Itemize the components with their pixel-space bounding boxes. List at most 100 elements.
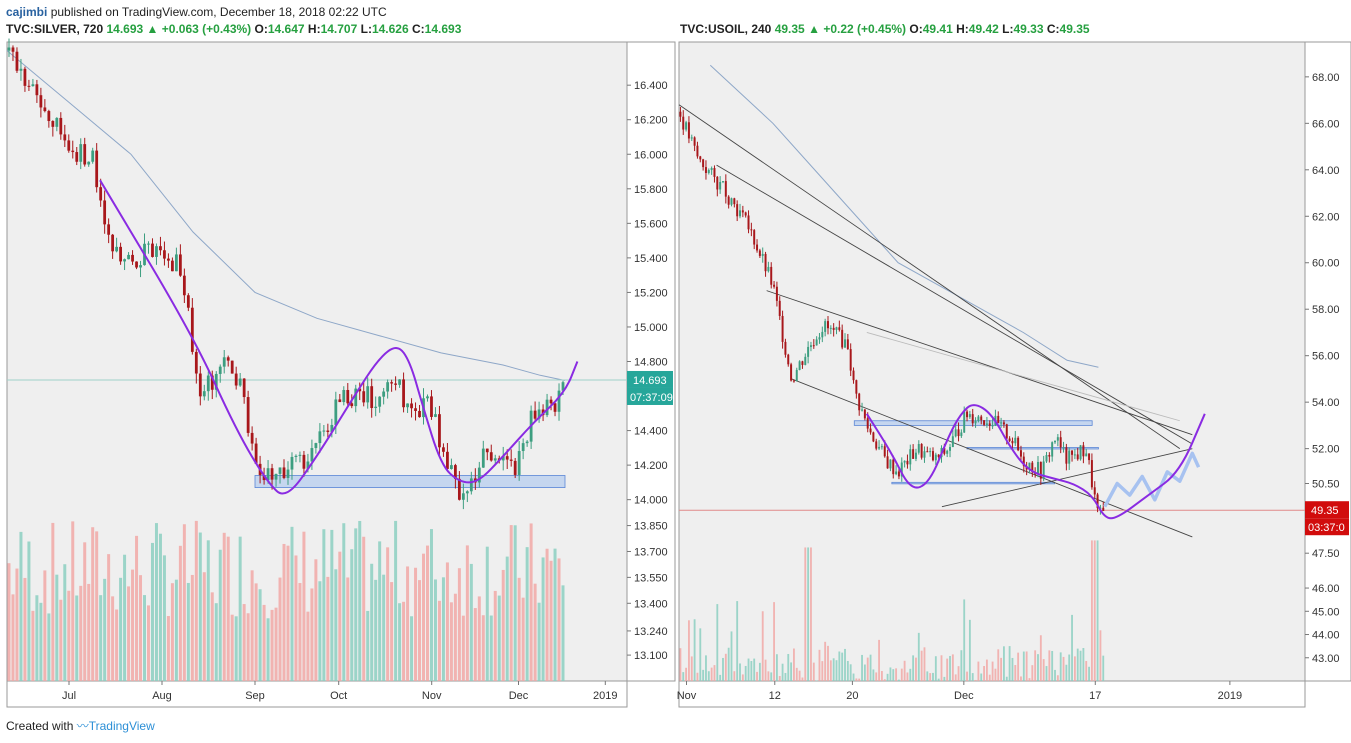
x-tick-label: 2019 (593, 690, 617, 702)
candle-body (957, 429, 960, 437)
candle-body (262, 475, 266, 481)
volume-bar (370, 563, 374, 681)
candle-body (485, 448, 489, 453)
candle-body (812, 345, 815, 347)
candle-body (702, 159, 705, 168)
support-zone (254, 475, 566, 488)
volume-bar (727, 647, 730, 681)
volume-bar (242, 604, 246, 681)
volume-bar (1014, 665, 1017, 681)
candle-body (747, 215, 750, 230)
volume-bar (917, 632, 920, 681)
candle-body (895, 471, 898, 475)
candle-body (274, 473, 278, 480)
x-tick-label: 20 (846, 690, 858, 702)
volume-bar (696, 672, 699, 681)
volume-bar (702, 669, 705, 681)
volume-bar (362, 536, 366, 681)
y-tick-label: 14.400 (634, 426, 668, 438)
volume-bar (131, 569, 135, 681)
last-price-label: 14.693 (633, 375, 667, 387)
candle-body (770, 266, 773, 285)
volume-bar (23, 577, 27, 681)
volume-bar (158, 533, 162, 681)
volume-bar (1020, 676, 1022, 681)
candle-body (869, 428, 872, 433)
y-tick-label: 54.00 (1312, 397, 1340, 409)
candle-body (795, 369, 798, 381)
volume-bar (705, 655, 707, 681)
volume-bar (863, 664, 866, 681)
candle-body (983, 420, 986, 425)
volume-bar (147, 605, 150, 681)
tradingview-brand[interactable]: TradingView (88, 719, 155, 733)
volume-bar (1008, 646, 1011, 681)
candle-body (553, 403, 557, 412)
candle-body (342, 389, 346, 403)
candle-body (1096, 494, 1099, 509)
candle-body (111, 234, 115, 252)
footer: Created with 〰TradingView (6, 717, 155, 734)
volume-bar (883, 679, 886, 681)
volume-bar (270, 609, 274, 681)
candle-body (824, 321, 827, 332)
volume-bar (406, 566, 410, 681)
silver-last: 14.693 (106, 22, 144, 36)
candle-body (920, 443, 923, 458)
y-tick-label: 60.00 (1312, 258, 1340, 270)
volume-bar (545, 548, 549, 681)
volume-bar (892, 669, 895, 681)
candle-body (821, 331, 824, 338)
volume-bar (983, 666, 985, 681)
candle-body (721, 181, 724, 183)
volume-bar (465, 545, 469, 681)
candle-body (509, 459, 513, 461)
volume-bar (497, 595, 501, 681)
volume-bar (1022, 651, 1025, 681)
x-tick-label: Dec (954, 690, 974, 702)
candle-body (1093, 487, 1096, 495)
volume-bar (350, 549, 354, 681)
y-tick-label: 56.00 (1312, 351, 1340, 363)
candle-body (63, 134, 67, 141)
volume-bar (485, 546, 489, 681)
volume-bar (1031, 665, 1034, 681)
candle-body (988, 423, 991, 426)
volume-bar (402, 601, 406, 681)
candle-body (863, 409, 866, 419)
volume-bar (206, 540, 210, 681)
volume-bar (71, 521, 75, 681)
candle-body (977, 416, 980, 421)
candle-body (730, 198, 733, 205)
volume-bar (1042, 659, 1045, 681)
volume-bar (218, 549, 222, 681)
candle-body (693, 137, 696, 146)
volume-bar (963, 599, 966, 681)
volume-bar (1071, 614, 1073, 681)
volume-bar (75, 595, 79, 681)
price-axis (1304, 41, 1351, 682)
candle-body (382, 391, 386, 397)
candle-body (131, 254, 134, 262)
volume-bar (903, 660, 906, 681)
candle-body (1048, 455, 1051, 457)
volume-bar (489, 615, 493, 681)
volume-bar (91, 527, 95, 681)
silver-low: 14.626 (371, 22, 409, 36)
candle-body (334, 399, 338, 425)
volume-bar (713, 665, 716, 681)
candle-body (410, 403, 413, 409)
volume-bar (210, 592, 214, 681)
volume-bar (1054, 669, 1056, 681)
candle-body (286, 469, 290, 478)
volume-bar (99, 595, 103, 681)
candle-body (549, 399, 553, 404)
volume-bar (1000, 657, 1003, 681)
volume-bar (1037, 654, 1039, 681)
tradingview-logo-icon[interactable]: 〰 (76, 719, 89, 733)
author-name[interactable]: cajimbi (6, 5, 48, 19)
volume-bar (716, 604, 719, 681)
volume-bar (1045, 666, 1048, 681)
volume-bar (274, 607, 278, 681)
